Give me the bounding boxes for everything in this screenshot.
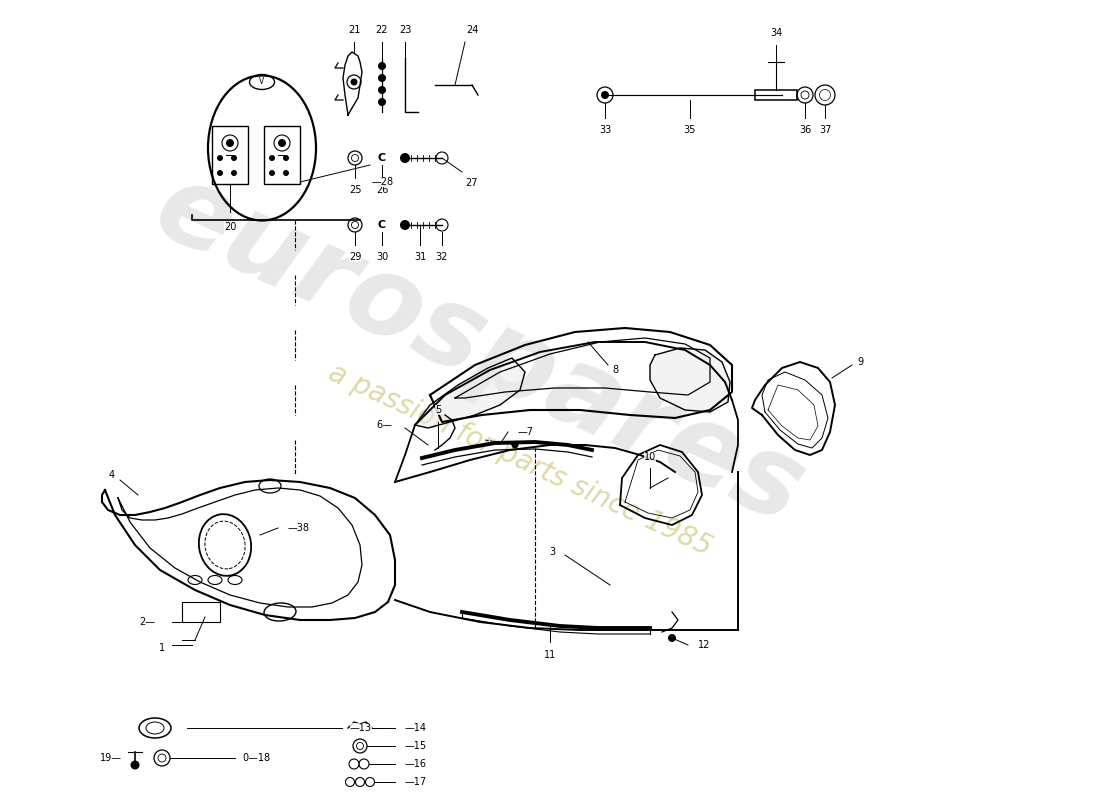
Text: a passion for parts since 1985: a passion for parts since 1985: [323, 358, 716, 562]
Text: —13: —13: [350, 723, 372, 733]
Polygon shape: [650, 348, 730, 412]
Circle shape: [378, 62, 386, 70]
Text: 2—: 2—: [139, 617, 155, 627]
Circle shape: [378, 98, 386, 106]
Text: 3: 3: [549, 547, 556, 557]
Circle shape: [378, 74, 386, 82]
Text: 35: 35: [684, 125, 696, 135]
Text: —17: —17: [405, 777, 427, 787]
Text: 11: 11: [543, 650, 557, 660]
Circle shape: [400, 220, 410, 230]
Text: —28: —28: [372, 177, 394, 187]
Text: 20: 20: [223, 222, 236, 232]
Text: 0—18: 0—18: [242, 753, 271, 763]
Circle shape: [351, 78, 358, 86]
Circle shape: [283, 155, 289, 161]
Text: 8: 8: [612, 365, 618, 375]
Text: 5: 5: [434, 405, 441, 415]
Text: —7: —7: [518, 427, 534, 437]
Circle shape: [217, 155, 223, 161]
Text: 34: 34: [770, 28, 782, 38]
Text: C: C: [378, 220, 386, 230]
Text: 33: 33: [598, 125, 612, 135]
Circle shape: [231, 170, 236, 176]
Text: 19—: 19—: [100, 753, 122, 763]
Text: 1: 1: [158, 643, 165, 653]
Text: 27: 27: [465, 178, 478, 188]
Circle shape: [131, 761, 140, 770]
Text: 22: 22: [376, 25, 388, 35]
Text: 4: 4: [109, 470, 116, 480]
Text: 26: 26: [376, 185, 388, 195]
Text: —15: —15: [405, 741, 427, 751]
Polygon shape: [415, 358, 525, 428]
Circle shape: [270, 170, 275, 176]
Text: 32: 32: [436, 252, 448, 262]
Text: 12: 12: [698, 640, 711, 650]
Text: 29: 29: [349, 252, 361, 262]
Text: —16: —16: [405, 759, 427, 769]
Circle shape: [226, 139, 234, 147]
Text: 23: 23: [399, 25, 411, 35]
Text: 6—: 6—: [376, 420, 392, 430]
Text: 24: 24: [465, 25, 478, 35]
Circle shape: [278, 139, 286, 147]
Text: 36: 36: [799, 125, 811, 135]
Circle shape: [231, 155, 236, 161]
Text: 9: 9: [857, 357, 864, 367]
Text: V: V: [260, 78, 265, 86]
Circle shape: [512, 442, 518, 449]
Text: 25: 25: [349, 185, 361, 195]
Circle shape: [217, 170, 223, 176]
Circle shape: [400, 153, 410, 163]
Text: C: C: [378, 153, 386, 163]
Circle shape: [270, 155, 275, 161]
Text: 31: 31: [414, 252, 426, 262]
Circle shape: [283, 170, 289, 176]
Circle shape: [668, 634, 676, 642]
Text: 10: 10: [644, 452, 656, 462]
Text: 30: 30: [376, 252, 388, 262]
Text: eurospares: eurospares: [139, 153, 821, 547]
Text: 21: 21: [348, 25, 360, 35]
Text: —14: —14: [405, 723, 427, 733]
Text: 37: 37: [818, 125, 832, 135]
Text: —38: —38: [288, 523, 310, 533]
Circle shape: [601, 91, 609, 99]
Circle shape: [378, 86, 386, 94]
